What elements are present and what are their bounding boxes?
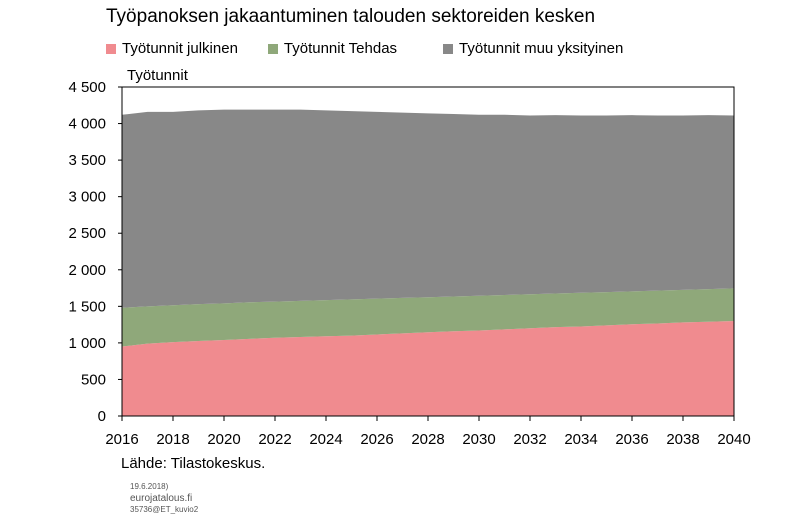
x-tick-label-9: 2034 [564, 431, 597, 448]
area-series-2 [122, 109, 734, 308]
chart-title: Työpanoksen jakaantuminen talouden sekto… [106, 6, 596, 27]
y-tick-label-5: 2 500 [68, 225, 106, 242]
x-tick-label-11: 2038 [666, 431, 699, 448]
y-tick-label-9: 4 500 [68, 79, 106, 96]
y-axis-label: Työtunnit [127, 67, 188, 84]
legend-item-muu-yksityinen: Työtunnit muu yksityinen [443, 40, 623, 57]
x-tick-label-2: 2020 [207, 431, 240, 448]
area-series-0 [122, 320, 734, 416]
x-tick-label-10: 2036 [615, 431, 648, 448]
legend-label-tehdas: Työtunnit Tehdas [283, 40, 398, 57]
footer-date: 19.6.2018) [130, 482, 169, 491]
legend-label-julkinen: Työtunnit julkinen [122, 40, 238, 57]
y-tick-label-3: 1 500 [68, 298, 106, 315]
x-tick-label-6: 2028 [411, 431, 444, 448]
y-tick-label-2: 1 000 [68, 335, 106, 352]
x-tick-label-1: 2018 [156, 431, 189, 448]
y-tick-label-1: 500 [81, 371, 106, 388]
x-tick-label-5: 2026 [360, 431, 393, 448]
source-note: Lähde: Tilastokeskus. [121, 455, 266, 472]
y-tick-label-4: 2 000 [68, 262, 106, 279]
y-tick-label-8: 4 000 [68, 116, 106, 133]
legend-item-julkinen: Työtunnit julkinen [106, 40, 238, 57]
y-tick-label-7: 3 500 [68, 152, 106, 169]
legend-swatch-tehdas [267, 43, 278, 54]
legend: Työtunnit julkinen Työtunnit Tehdas Työt… [106, 40, 653, 57]
legend-swatch-julkinen [106, 43, 116, 54]
legend-item-tehdas: Työtunnit Tehdas [267, 40, 398, 57]
y-tick-label-0: 0 [98, 408, 106, 425]
y-tick-label-6: 3 000 [68, 189, 106, 206]
area-series-1 [122, 288, 734, 347]
x-tick-label-12: 2040 [717, 431, 750, 448]
x-tick-label-8: 2032 [513, 431, 546, 448]
footer-code: 35736@ET_kuvio2 [130, 505, 199, 514]
legend-label-muu-yksityinen: Työtunnit muu yksityinen [459, 40, 624, 57]
legend-swatch-muu-yksityinen [443, 43, 454, 54]
footer-site: eurojatalous.fi [130, 493, 193, 504]
x-tick-label-0: 2016 [105, 431, 138, 448]
x-tick-label-4: 2024 [309, 431, 342, 448]
x-tick-label-7: 2030 [462, 431, 495, 448]
x-tick-label-3: 2022 [258, 431, 291, 448]
